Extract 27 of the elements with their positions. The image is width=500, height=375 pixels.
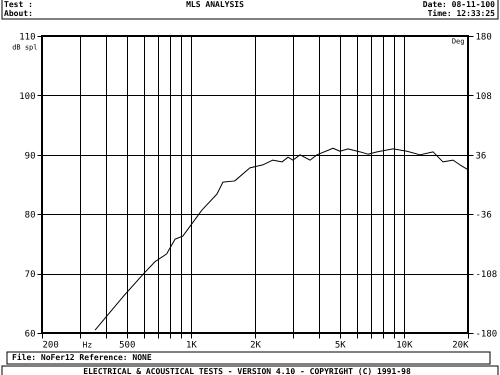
y2-tick-label: -180 (476, 330, 498, 340)
y2-tick-label: 36 (476, 151, 486, 162)
x-tick-label: 200 (42, 340, 59, 350)
y2-tick-label: 180 (476, 32, 492, 42)
y-tick-label: 70 (24, 270, 36, 280)
text: ELECTRICAL & ACOUSTICAL TESTS - VERSION 4.10 - COPYRIGHT (C) 1991-98 (83, 367, 411, 375)
y2-tick-label: 108 (476, 92, 492, 102)
y-tick-label: 100 (19, 92, 36, 102)
y-tick-label: 60 (24, 330, 36, 340)
x-tick-label: 10K (396, 340, 414, 350)
x-axis-title: Hz (82, 340, 92, 350)
text: File: NoFer12 Reference: NONE (12, 353, 152, 362)
x-tick-label: 20K (452, 340, 470, 350)
x-tick-label: 2K (250, 340, 262, 350)
text: Date: 08-11-100 (422, 0, 496, 9)
x-tick-label: 5K (334, 340, 346, 350)
y-tick-label: 90 (24, 151, 36, 162)
text: About: (4, 9, 33, 18)
y2-tick-label: -36 (476, 210, 492, 221)
text: Test : (4, 0, 33, 9)
x-tick-label: 500 (119, 340, 136, 350)
text: Time: 12:33:25 (428, 9, 496, 18)
chart-title: MLS ANALYSIS (186, 0, 244, 9)
y2-tick-label: -108 (476, 270, 498, 280)
y-tick-label: 110 (19, 32, 36, 42)
x-tick-label: 1K (186, 340, 198, 350)
y-tick-label: 80 (24, 210, 36, 221)
